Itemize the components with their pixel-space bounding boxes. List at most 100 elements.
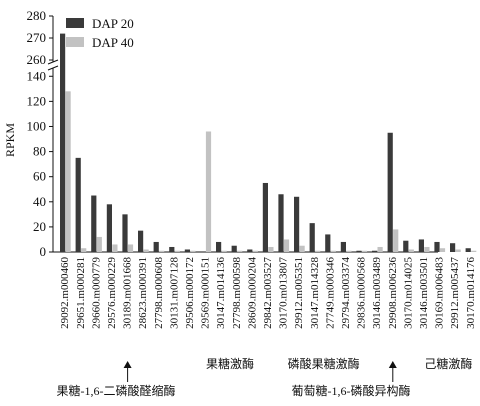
category-label: 29576.m000229 bbox=[106, 257, 118, 329]
bar-dap40 bbox=[330, 250, 336, 252]
group-arrow-head bbox=[123, 361, 132, 368]
bar-dap20 bbox=[387, 132, 393, 252]
bar-dap20 bbox=[91, 195, 97, 252]
category-label: 30170.m013807 bbox=[278, 257, 290, 329]
y-tick-label: 280 bbox=[27, 8, 47, 23]
bar-dap40 bbox=[159, 250, 165, 252]
bar-dap20 bbox=[122, 214, 128, 252]
bar-dap40 bbox=[96, 236, 102, 252]
bar-dap20 bbox=[60, 33, 66, 252]
category-label: 28609.m000204 bbox=[246, 257, 258, 329]
legend: DAP 20 DAP 40 bbox=[66, 16, 134, 50]
bar-dap20 bbox=[138, 230, 144, 252]
y-tick-label: 140 bbox=[27, 68, 47, 83]
category-label: 30170.m014176 bbox=[465, 257, 477, 329]
bar-dap40 bbox=[393, 229, 399, 252]
category-label: 30146.m003489 bbox=[371, 257, 383, 329]
category-label: 27749.m000346 bbox=[324, 257, 336, 329]
bar-dap40 bbox=[237, 250, 243, 252]
category-label: 27798.m000608 bbox=[153, 257, 165, 329]
category-label: 29836.m000568 bbox=[356, 257, 368, 329]
group-label: 磷酸果糖激酶 bbox=[288, 356, 360, 371]
bar-dap40 bbox=[455, 249, 461, 252]
bar-dap20 bbox=[465, 248, 471, 252]
bar-dap40 bbox=[127, 244, 134, 252]
category-label: 30147.m014328 bbox=[309, 257, 321, 329]
category-label: 30169.m006483 bbox=[434, 257, 446, 329]
group-label: 己糖激酶 bbox=[424, 356, 472, 371]
category-label: 29569.m000151 bbox=[200, 257, 212, 329]
bar-dap20 bbox=[434, 241, 440, 252]
category-label: 29651.m000281 bbox=[75, 257, 87, 329]
bar-dap20 bbox=[340, 241, 346, 252]
category-label: 30170.m014025 bbox=[402, 257, 414, 329]
group-arrow-head bbox=[388, 361, 397, 368]
bar-dap20 bbox=[262, 182, 268, 252]
bar-dap20 bbox=[294, 196, 300, 252]
y-tick-label: 20 bbox=[33, 219, 46, 234]
y-tick-label: 40 bbox=[33, 194, 46, 209]
category-label: 29794.m003374 bbox=[340, 257, 352, 329]
category-label: 28623.m000391 bbox=[137, 257, 149, 329]
axis-break-mark bbox=[47, 65, 59, 71]
bar-dap40 bbox=[174, 250, 180, 252]
bar-dap20 bbox=[450, 243, 456, 252]
bar-dap40 bbox=[439, 248, 446, 252]
category-label: 29506.m000172 bbox=[184, 257, 196, 329]
bar-dap40 bbox=[112, 244, 118, 252]
category-label: 29912.m005351 bbox=[293, 257, 305, 329]
bar-dap40 bbox=[252, 250, 258, 252]
bar-dap20 bbox=[106, 204, 112, 252]
y-tick-label: 80 bbox=[33, 144, 46, 159]
bar-dap20 bbox=[169, 246, 175, 252]
bar-dap20 bbox=[356, 250, 362, 252]
bar-dap20 bbox=[75, 157, 81, 252]
bar-dap40 bbox=[346, 250, 352, 252]
bar-dap40 bbox=[190, 250, 196, 252]
category-label: 30189.m001668 bbox=[122, 257, 134, 329]
bar-dap40 bbox=[81, 248, 87, 252]
bar-dap40 bbox=[205, 131, 212, 252]
bar-dap20 bbox=[153, 241, 159, 252]
group-label: 果糖激酶 bbox=[206, 356, 254, 371]
y-tick-label: 0 bbox=[40, 244, 47, 259]
bar-dap20 bbox=[216, 241, 222, 252]
y-tick-label: 120 bbox=[27, 93, 47, 108]
bar-dap40 bbox=[268, 246, 274, 252]
category-label: 29842.m003527 bbox=[262, 257, 274, 329]
bar-dap40 bbox=[221, 250, 227, 252]
bar-dap20 bbox=[278, 194, 284, 252]
bar-dap20 bbox=[372, 250, 378, 252]
bar-dap40 bbox=[65, 91, 71, 253]
axes bbox=[47, 16, 438, 253]
bar-dap20 bbox=[309, 223, 315, 252]
bar-dap20 bbox=[325, 234, 331, 252]
category-label: 29912.m005437 bbox=[449, 257, 461, 329]
y-tick-label: 60 bbox=[33, 169, 46, 184]
bar-dap40 bbox=[377, 246, 383, 252]
legend-label: DAP 40 bbox=[92, 35, 134, 50]
category-label: 30147.m014136 bbox=[215, 257, 227, 329]
y-axis-label: RPKM bbox=[3, 123, 17, 157]
legend-swatch bbox=[66, 18, 84, 28]
bar-dap40 bbox=[408, 249, 414, 252]
bar-dap20 bbox=[231, 245, 237, 252]
bar-dap20 bbox=[184, 249, 190, 252]
bars bbox=[60, 33, 477, 253]
bar-dap40 bbox=[471, 250, 477, 252]
category-label: 29092.m000460 bbox=[59, 257, 71, 329]
bar-dap40 bbox=[315, 250, 321, 252]
axis-break-mark bbox=[47, 59, 59, 65]
bar-dap40 bbox=[299, 245, 305, 252]
group-label: 葡萄糖-1,6-磷酸异构酶 bbox=[292, 383, 411, 398]
bar-dap20 bbox=[247, 249, 253, 252]
legend-label: DAP 20 bbox=[92, 16, 134, 31]
group-label: 果糖-1,6-二磷酸醛缩酶 bbox=[57, 383, 176, 398]
bar-dap40 bbox=[361, 250, 368, 252]
bar-dap20 bbox=[418, 239, 424, 252]
y-tick-label: 100 bbox=[27, 118, 47, 133]
category-label: 30131.m007128 bbox=[168, 257, 180, 329]
